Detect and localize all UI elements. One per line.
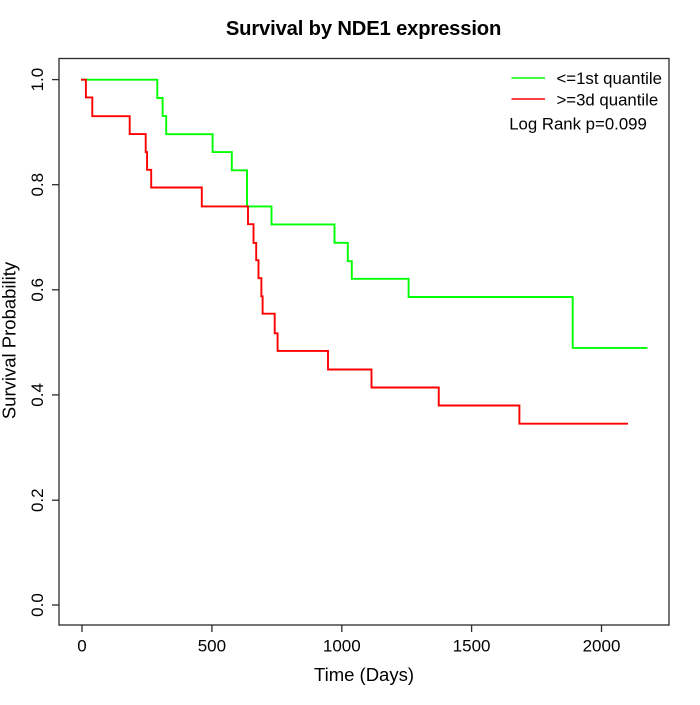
svg-text:0.2: 0.2 [28, 488, 47, 512]
svg-text:0.6: 0.6 [28, 278, 47, 302]
svg-text:1.0: 1.0 [28, 68, 47, 92]
svg-text:>=3d quantile: >=3d quantile [557, 90, 659, 109]
svg-text:<=1st quantile: <=1st quantile [557, 69, 662, 88]
svg-text:0: 0 [77, 637, 86, 656]
svg-text:Log Rank p=0.099: Log Rank p=0.099 [509, 115, 647, 134]
svg-text:1500: 1500 [453, 637, 491, 656]
svg-text:Survival by NDE1 expression: Survival by NDE1 expression [226, 18, 501, 40]
svg-text:0.0: 0.0 [28, 593, 47, 617]
svg-text:0.8: 0.8 [28, 173, 47, 197]
svg-text:0.4: 0.4 [28, 383, 47, 407]
svg-text:2000: 2000 [583, 637, 621, 656]
svg-text:500: 500 [198, 637, 226, 656]
svg-text:Survival Probability: Survival Probability [0, 261, 20, 419]
svg-text:Time (Days): Time (Days) [314, 664, 414, 685]
svg-text:1000: 1000 [323, 637, 361, 656]
